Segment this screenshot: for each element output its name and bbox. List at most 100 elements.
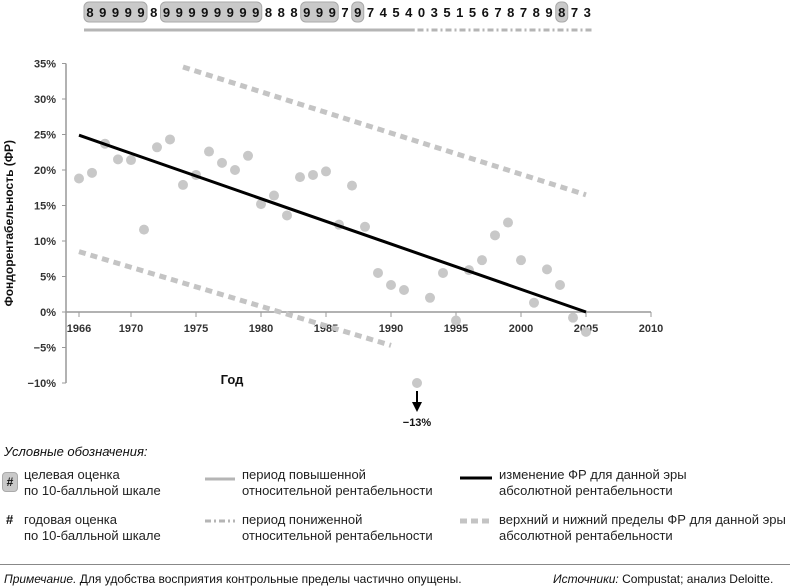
data-point <box>529 298 539 308</box>
data-point <box>477 255 487 265</box>
legend-high-period-line2: относительной рентабельности <box>242 483 433 499</box>
score-digit: 3 <box>584 5 591 20</box>
legend-trend-line2: абсолютной рентабельности <box>499 483 687 499</box>
legend-limits: верхний и нижний пределы ФР для данной э… <box>499 512 786 544</box>
score-digit: 8 <box>290 5 297 20</box>
score-digit: 8 <box>86 5 93 20</box>
legend-limits-line1: верхний и нижний пределы ФР для данной э… <box>499 512 786 528</box>
data-point <box>126 155 136 165</box>
footer-note-text: Для удобства восприятия контрольные пред… <box>76 572 461 586</box>
score-digit: 4 <box>405 5 413 20</box>
low-period-line-icon <box>205 518 235 524</box>
score-digit: 7 <box>520 5 527 20</box>
score-digit: 9 <box>137 5 144 20</box>
data-point <box>399 285 409 295</box>
y-tick-label: 10% <box>34 236 56 248</box>
score-digit: 9 <box>163 5 170 20</box>
data-point <box>282 210 292 220</box>
x-tick-label: 1975 <box>184 323 208 335</box>
score-digit: 7 <box>494 5 501 20</box>
score-digit: 8 <box>507 5 514 20</box>
data-point <box>386 280 396 290</box>
legend-target-score-line2: по 10-балльной шкале <box>24 483 161 499</box>
legend-trend-line1: изменение ФР для данной эры <box>499 467 687 483</box>
score-digit: 9 <box>125 5 132 20</box>
legend-annual-score-line2: по 10-балльной шкале <box>24 528 161 544</box>
score-digit: 9 <box>303 5 310 20</box>
target-score-badge-icon: # <box>2 472 18 492</box>
legend-high-period: период повышенной относительной рентабел… <box>242 467 433 499</box>
x-tick-label: 1966 <box>67 323 91 335</box>
data-point <box>178 180 188 190</box>
legend-title: Условные обозначения: <box>4 444 148 459</box>
x-tick-label: 1980 <box>249 323 273 335</box>
data-point <box>295 172 305 182</box>
data-point <box>87 168 97 178</box>
y-tick-label: 0% <box>40 307 56 319</box>
data-point <box>243 151 253 161</box>
x-tick-label: 1970 <box>119 323 143 335</box>
data-point <box>152 142 162 152</box>
data-point <box>412 378 422 388</box>
legend-target-score-line1: целевая оценка <box>24 467 161 483</box>
trend-line-icon <box>460 475 492 481</box>
score-digit: 9 <box>239 5 246 20</box>
limits-line-icon <box>460 518 492 524</box>
data-point <box>542 264 552 274</box>
footer-divider <box>0 564 790 565</box>
score-digit: 9 <box>176 5 183 20</box>
score-digit: 9 <box>354 5 361 20</box>
annual-score-icon: # <box>6 512 13 527</box>
data-point <box>139 225 149 235</box>
score-digit: 9 <box>188 5 195 20</box>
score-digit: 9 <box>316 5 323 20</box>
y-axis-label: Фондорентабельность (ФР) <box>2 140 16 307</box>
score-digit: 6 <box>482 5 489 20</box>
data-point <box>568 313 578 323</box>
data-point <box>204 147 214 157</box>
y-tick-label: −10% <box>28 378 57 390</box>
score-digit: 9 <box>329 5 336 20</box>
score-digit: 8 <box>150 5 157 20</box>
score-digit: 5 <box>392 5 399 20</box>
data-point <box>347 181 357 191</box>
legend-low-period-line2: относительной рентабельности <box>242 528 433 544</box>
callout-label: −13% <box>403 417 432 429</box>
x-tick-label: 2000 <box>509 323 533 335</box>
y-tick-label: 15% <box>34 201 56 213</box>
legend-annual-score: годовая оценка по 10-балльной шкале <box>24 512 161 544</box>
data-point <box>230 165 240 175</box>
x-axis-label: Год <box>221 372 244 387</box>
chart-svg: 35%30%25%20%15%10%5%0%−5%−10%1966 1970 197… <box>0 0 790 440</box>
y-tick-label: 25% <box>34 130 56 142</box>
data-point <box>74 174 84 184</box>
legend-annual-score-line1: годовая оценка <box>24 512 161 528</box>
data-point <box>581 327 591 337</box>
data-point <box>503 218 513 228</box>
legend-limits-line2: абсолютной рентабельности <box>499 528 786 544</box>
score-digit: 5 <box>443 5 450 20</box>
footer-sources-text: Compustat; анализ Deloitte. <box>619 572 774 586</box>
score-digit: 0 <box>418 5 425 20</box>
x-tick-label: 2010 <box>639 323 663 335</box>
y-tick-label: 20% <box>34 165 56 177</box>
data-point <box>217 158 227 168</box>
x-tick-label: 1990 <box>379 323 403 335</box>
callout-arrow-head <box>412 402 422 412</box>
score-digit: 8 <box>533 5 540 20</box>
legend-high-period-line1: период повышенной <box>242 467 433 483</box>
data-point <box>321 166 331 176</box>
score-digit: 9 <box>201 5 208 20</box>
data-point <box>555 280 565 290</box>
score-digit: 3 <box>431 5 438 20</box>
y-tick-label: −5% <box>34 343 57 355</box>
data-point <box>308 170 318 180</box>
score-digit: 4 <box>380 5 388 20</box>
score-digit: 9 <box>252 5 259 20</box>
data-point <box>373 268 383 278</box>
score-digit: 7 <box>571 5 578 20</box>
score-digit: 8 <box>265 5 272 20</box>
footer-sources-label: Источники: <box>553 572 619 586</box>
score-digit: 8 <box>558 5 565 20</box>
footer-note-label: Примечание. <box>4 572 76 586</box>
